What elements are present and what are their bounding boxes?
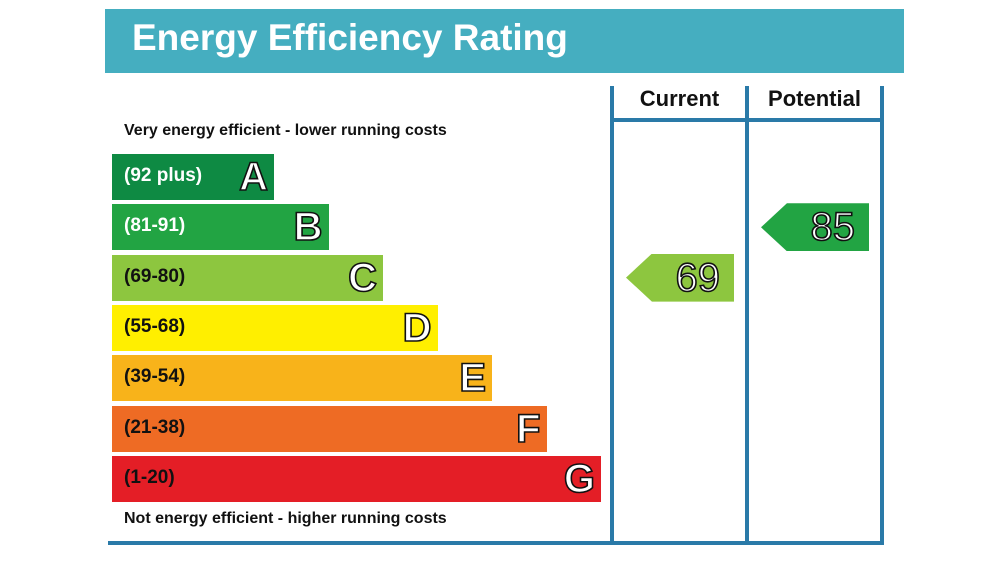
band-d: (55-68) D [112,304,438,351]
band-range-label: (69-80) [124,265,186,287]
band-range-label: (81-91) [124,215,186,237]
band-letter: A [238,154,268,200]
band-b: (81-91) B [112,204,329,251]
band-letter: D [402,305,432,351]
band-range-label: (55-68) [124,315,186,337]
band-range-label: (1-20) [124,466,175,488]
band-f: (21-38) F [112,405,547,452]
chart-header: Energy Efficiency Rating [105,9,904,73]
band-range-label: (21-38) [124,416,186,438]
band-g: (1-20) G [112,455,601,502]
column-divider [745,86,749,543]
band-letter: F [515,406,541,452]
band-letter: B [293,204,323,250]
column-header-current: Current [639,86,720,111]
band-range-label: (39-54) [124,366,186,388]
band-letter: G [563,456,596,502]
current-column-left-border [610,86,614,543]
chart-bottom-border [108,541,884,545]
band-a: (92 plus) A [112,154,274,200]
top-caption: Very energy efficient - lower running co… [124,122,447,139]
potential-rating-arrow: 85 [761,203,869,252]
band-letter: C [347,255,377,301]
current-rating-value: 69 [675,255,721,301]
band-c: (69-80) C [112,254,383,301]
potential-rating-value: 85 [810,204,856,250]
band-range-label: (92 plus) [124,165,203,186]
potential-column-right-border [880,86,884,543]
band-e: (39-54) E [112,355,492,402]
bottom-caption: Not energy efficient - higher running co… [124,510,447,527]
column-header-underline [610,118,884,122]
column-header-potential: Potential [768,86,861,111]
current-rating-arrow: 69 [626,253,734,302]
chart-title: Energy Efficiency Rating [132,17,568,58]
band-letter: E [459,355,487,401]
